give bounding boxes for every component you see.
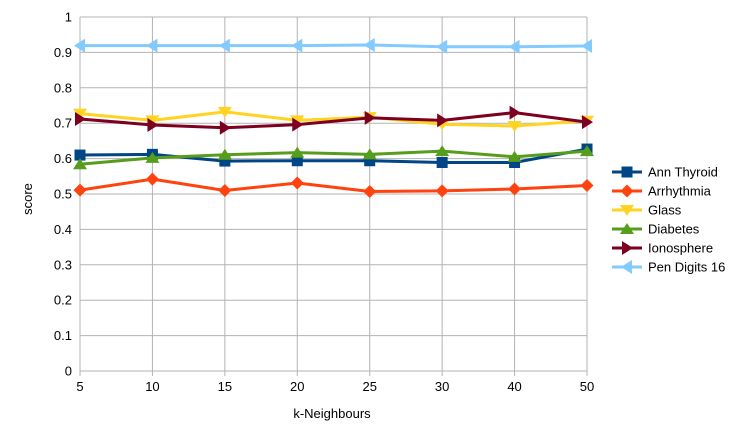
data-point (581, 39, 592, 54)
x-tick-labels: 5 10 15 20 25 30 40 50 (76, 379, 594, 394)
data-point (507, 150, 522, 162)
data-point (75, 111, 86, 126)
data-point (219, 155, 231, 167)
data-point (147, 117, 159, 132)
series-line (79, 177, 588, 194)
data-point (291, 38, 303, 53)
data-point (508, 39, 520, 54)
legend-item: Arrhythmia (612, 184, 712, 199)
data-point (290, 146, 305, 158)
data-point (146, 38, 158, 53)
legend-label: Arrhythmia (648, 184, 712, 199)
legend-label: Glass (648, 203, 682, 218)
legend-marker (620, 205, 634, 216)
data-point (217, 106, 232, 118)
x-tick-label: 25 (362, 379, 376, 394)
series-line (79, 111, 588, 130)
legend-item: Ionosphere (612, 241, 713, 256)
legend-marker (620, 223, 634, 234)
data-point (437, 113, 449, 128)
series-1 (73, 172, 594, 199)
data-point (363, 37, 375, 52)
data-point (364, 155, 376, 167)
legend-marker (622, 241, 633, 255)
series-group (73, 37, 594, 199)
y-tick-label: 0.6 (54, 151, 72, 166)
y-tick-label: 0.5 (54, 187, 72, 202)
series-4 (75, 105, 593, 135)
legend: Ann Thyroid Arrhythmia Glass Diabetes Ionosp… (612, 165, 725, 275)
legend-item: Glass (612, 203, 682, 218)
data-point (436, 39, 448, 54)
data-point (292, 117, 304, 132)
y-tick-label: 0.7 (54, 116, 72, 131)
y-tick-label: 0.9 (54, 45, 72, 60)
data-point (508, 182, 522, 196)
y-tick-label: 1 (65, 10, 72, 25)
x-tick-label: 10 (145, 379, 159, 394)
data-point (507, 121, 522, 133)
data-point (582, 115, 593, 130)
data-point (74, 149, 86, 161)
y-tick-labels: 0 0.1 0.2 0.3 0.4 0.5 0.6 0.7 0.8 0.9 1 (54, 10, 72, 379)
data-point (291, 155, 303, 167)
series-line (79, 147, 588, 164)
legend-label: Diabetes (648, 222, 700, 237)
x-tick-label: 5 (76, 379, 83, 394)
data-point (364, 110, 376, 125)
data-point (218, 38, 230, 53)
series-line (79, 149, 588, 166)
y-tick-label: 0.1 (54, 328, 72, 343)
x-tick-label: 20 (290, 379, 304, 394)
y-tick-label: 0.8 (54, 80, 72, 95)
data-point (580, 179, 594, 193)
legend-item: Diabetes (612, 222, 700, 237)
data-point (73, 108, 87, 120)
data-point (363, 185, 377, 199)
series-line (79, 110, 588, 128)
legend-marker (620, 184, 634, 198)
data-point (73, 183, 87, 197)
data-point (435, 145, 450, 157)
data-point (145, 115, 160, 127)
data-point (509, 156, 521, 168)
gridlines (79, 16, 588, 372)
axes (79, 17, 588, 376)
data-point (145, 151, 160, 163)
x-tick-label: 30 (435, 379, 449, 394)
y-tick-label: 0.2 (54, 293, 72, 308)
data-point (509, 105, 521, 120)
series-5 (74, 37, 592, 54)
legend-label: Pen Digits 16 (648, 260, 725, 275)
y-tick-label: 0.3 (54, 257, 72, 272)
y-tick-label: 0.4 (54, 222, 72, 237)
data-point (145, 172, 159, 186)
x-tick-label: 40 (507, 379, 521, 394)
data-point (290, 176, 304, 190)
legend-marker (621, 260, 632, 274)
legend-item: Pen Digits 16 (612, 260, 725, 275)
legend-marker (621, 166, 633, 178)
x-tick-label: 50 (580, 379, 594, 394)
data-point (435, 184, 449, 198)
legend-label: Ann Thyroid (648, 165, 718, 180)
legend-label: Ionosphere (648, 241, 713, 256)
legend-item: Ann Thyroid (612, 165, 718, 180)
data-point (74, 38, 85, 53)
data-point (362, 148, 377, 160)
data-point (436, 156, 448, 168)
y-tick-label: 0 (65, 364, 72, 379)
data-point (219, 120, 231, 135)
data-point (217, 148, 232, 160)
data-point (218, 183, 232, 197)
x-tick-label: 15 (218, 379, 232, 394)
x-axis-title: k-Neighbours (293, 406, 371, 421)
series-line (80, 43, 588, 49)
series-3 (73, 145, 594, 170)
data-point (580, 145, 594, 157)
data-point (73, 158, 87, 170)
y-axis-title: score (20, 183, 35, 215)
